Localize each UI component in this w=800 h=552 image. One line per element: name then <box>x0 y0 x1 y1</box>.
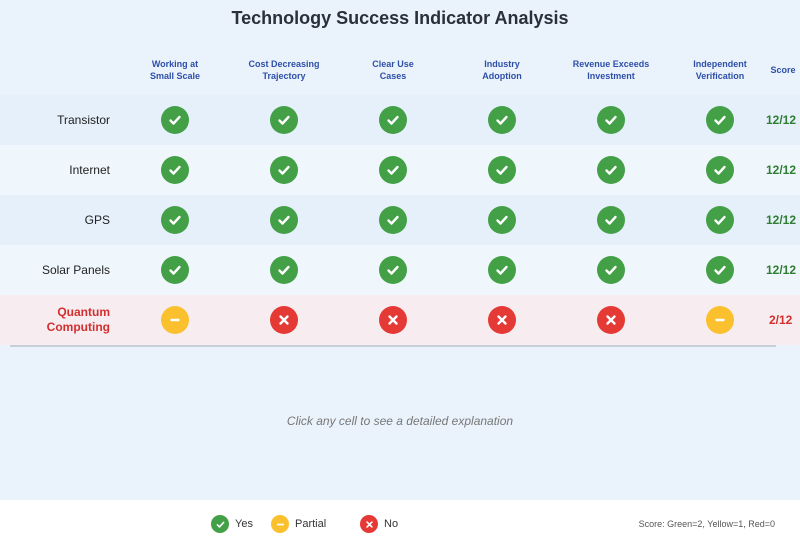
indicator-cell-clear-use-cases[interactable] <box>379 306 407 334</box>
indicator-cell-working-small-scale[interactable] <box>161 106 189 134</box>
check-icon <box>385 112 401 128</box>
score-value: 12/12 <box>766 263 797 277</box>
indicator-cell-cost-decreasing[interactable] <box>270 106 298 134</box>
legend-yes: Yes <box>211 515 253 533</box>
hint-text: Click any cell to see a detailed explana… <box>286 414 514 428</box>
column-header-revenue-exceeds: Revenue Exceeds Investment <box>572 59 650 81</box>
indicator-cell-working-small-scale[interactable] <box>161 206 189 234</box>
indicator-cell-cost-decreasing[interactable] <box>270 256 298 284</box>
check-icon <box>712 262 728 278</box>
indicator-cell-industry-adoption[interactable] <box>488 206 516 234</box>
column-header-working-small-scale: Working at Small Scale <box>149 59 201 81</box>
score-value: 2/12 <box>769 313 793 327</box>
check-icon <box>494 212 510 228</box>
indicator-cell-revenue-exceeds[interactable] <box>597 306 625 334</box>
indicator-cell-independent-verification[interactable] <box>706 156 734 184</box>
check-icon <box>712 212 728 228</box>
legend-yes-label: Yes <box>235 518 253 530</box>
column-header-clear-use-cases: Clear Use Cases <box>372 59 414 81</box>
row-label: GPS <box>84 212 110 227</box>
indicator-cell-working-small-scale[interactable] <box>161 156 189 184</box>
score-value: 12/12 <box>766 113 797 127</box>
check-icon <box>276 262 292 278</box>
column-header-industry-adoption: Industry Adoption <box>482 59 522 81</box>
indicator-cell-independent-verification[interactable] <box>706 206 734 234</box>
indicator-cell-revenue-exceeds[interactable] <box>597 156 625 184</box>
table-row: Solar Panels 12/12 <box>0 245 800 295</box>
indicator-cell-working-small-scale[interactable] <box>161 306 189 334</box>
check-icon <box>603 262 619 278</box>
x-icon <box>494 312 510 328</box>
check-icon <box>167 212 183 228</box>
legend-partial: Partial <box>271 515 326 533</box>
legend-partial-label: Partial <box>295 518 327 530</box>
check-icon <box>494 162 510 178</box>
score-value: 12/12 <box>766 163 797 177</box>
indicator-cell-cost-decreasing[interactable] <box>270 306 298 334</box>
check-icon <box>276 212 292 228</box>
check-icon <box>167 162 183 178</box>
indicator-cell-cost-decreasing[interactable] <box>270 156 298 184</box>
score-legend-note: Score: Green=2, Yellow=1, Red=0 <box>638 519 775 529</box>
page-title: Technology Success Indicator Analysis <box>231 8 569 28</box>
indicator-cell-clear-use-cases[interactable] <box>379 206 407 234</box>
check-icon <box>603 162 619 178</box>
check-icon <box>167 112 183 128</box>
indicator-cell-cost-decreasing[interactable] <box>270 206 298 234</box>
x-icon <box>385 312 401 328</box>
row-label: Solar Panels <box>41 262 110 277</box>
table-bottom-divider <box>10 345 776 347</box>
indicator-cell-revenue-exceeds[interactable] <box>597 106 625 134</box>
legend-footer: Yes Partial No Score: Green=2, Yellow=1,… <box>0 500 800 552</box>
table-row: Transistor 12/12 <box>0 95 800 145</box>
row-label: Internet <box>69 162 110 177</box>
minus-icon <box>712 312 728 328</box>
row-label: Quantum Computing <box>46 305 110 334</box>
check-icon <box>712 112 728 128</box>
indicator-cell-industry-adoption[interactable] <box>488 306 516 334</box>
check-icon <box>603 212 619 228</box>
indicator-cell-industry-adoption[interactable] <box>488 256 516 284</box>
score-value: 12/12 <box>766 213 797 227</box>
table-row: Internet 12/12 <box>0 145 800 195</box>
x-icon <box>360 515 378 533</box>
indicator-cell-industry-adoption[interactable] <box>488 106 516 134</box>
check-icon <box>276 162 292 178</box>
column-header-cost-decreasing: Cost Decreasing Trajectory <box>248 59 320 81</box>
indicator-cell-clear-use-cases[interactable] <box>379 106 407 134</box>
x-icon <box>603 312 619 328</box>
check-icon <box>603 112 619 128</box>
check-icon <box>211 515 229 533</box>
indicator-cell-revenue-exceeds[interactable] <box>597 256 625 284</box>
indicator-cell-industry-adoption[interactable] <box>488 156 516 184</box>
column-header-score: Score <box>770 65 796 75</box>
x-icon <box>276 312 292 328</box>
check-icon <box>167 262 183 278</box>
table-row: Quantum Computing 2/12 <box>0 295 800 345</box>
indicator-cell-independent-verification[interactable] <box>706 306 734 334</box>
check-icon <box>385 212 401 228</box>
indicator-cell-revenue-exceeds[interactable] <box>597 206 625 234</box>
row-label: Transistor <box>57 112 110 127</box>
table-row: GPS 12/12 <box>0 195 800 245</box>
minus-icon <box>271 515 289 533</box>
indicator-cell-clear-use-cases[interactable] <box>379 156 407 184</box>
check-icon <box>494 112 510 128</box>
legend-no: No <box>360 515 398 533</box>
indicator-cell-working-small-scale[interactable] <box>161 256 189 284</box>
legend-no-label: No <box>384 518 399 530</box>
check-icon <box>385 162 401 178</box>
column-header-independent-verification: Independent Verification <box>693 59 747 81</box>
indicator-cell-independent-verification[interactable] <box>706 106 734 134</box>
indicator-cell-clear-use-cases[interactable] <box>379 256 407 284</box>
check-icon <box>385 262 401 278</box>
minus-icon <box>167 312 183 328</box>
check-icon <box>494 262 510 278</box>
check-icon <box>712 162 728 178</box>
check-icon <box>276 112 292 128</box>
indicator-cell-independent-verification[interactable] <box>706 256 734 284</box>
